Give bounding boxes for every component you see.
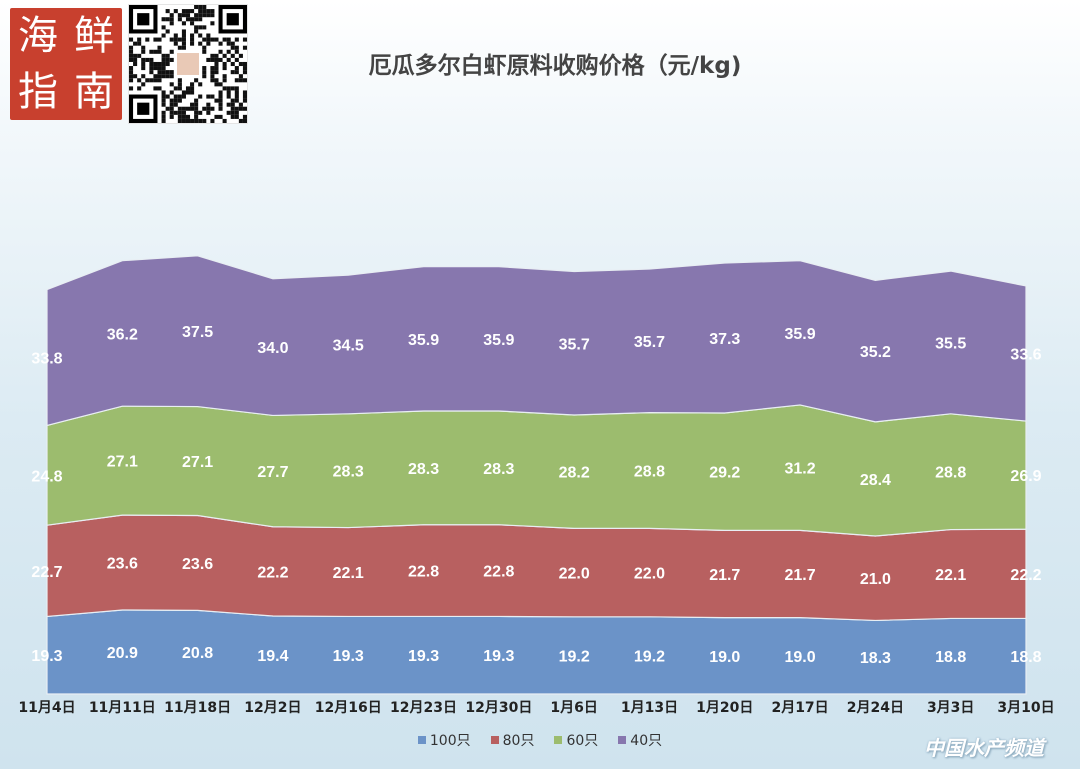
data-label: 22.1 <box>333 565 364 582</box>
x-tick-label: 3月10日 <box>997 700 1054 716</box>
x-tick-label: 12月16日 <box>315 700 382 716</box>
x-tick-label: 12月23日 <box>390 700 457 716</box>
data-label: 19.0 <box>709 649 740 666</box>
data-label: 19.2 <box>634 648 665 665</box>
brand-logo: 海 鲜 指 南 <box>10 8 122 120</box>
x-tick-label: 1月13日 <box>621 700 678 716</box>
data-label: 19.2 <box>559 648 590 665</box>
legend-item: 60只 <box>554 730 598 750</box>
data-label: 22.2 <box>1010 567 1041 584</box>
x-axis: 11月4日 11月11日 11月18日 12月2日 12月16日 12月23日 12月30日… <box>18 700 1054 716</box>
data-label: 35.2 <box>860 344 891 361</box>
data-label: 22.0 <box>634 566 665 583</box>
x-tick-label: 1月6日 <box>550 700 597 716</box>
data-label: 28.2 <box>559 465 590 482</box>
data-label: 28.4 <box>860 472 891 489</box>
data-label: 22.8 <box>408 564 439 581</box>
data-label: 35.9 <box>408 332 439 349</box>
data-label: 19.3 <box>333 648 364 665</box>
legend-swatch <box>490 736 499 744</box>
data-label: 35.7 <box>634 334 665 351</box>
data-label: 31.2 <box>785 461 816 478</box>
legend-item: 40只 <box>618 730 662 750</box>
data-label: 24.8 <box>31 468 62 485</box>
data-label: 18.8 <box>1010 649 1041 666</box>
data-label: 20.9 <box>107 645 138 662</box>
data-label: 18.3 <box>860 650 891 667</box>
data-label: 19.3 <box>408 648 439 665</box>
data-label: 22.7 <box>31 564 62 581</box>
legend-label: 40只 <box>630 733 663 749</box>
area-layer <box>46 255 1027 695</box>
x-tick-label: 12月2日 <box>244 700 301 716</box>
legend-item: 100只 <box>417 730 471 750</box>
data-label: 26.9 <box>1010 468 1041 485</box>
data-label: 35.9 <box>483 332 514 349</box>
data-label: 34.0 <box>257 340 288 357</box>
data-label: 28.8 <box>634 463 665 480</box>
logo-char: 鲜 <box>74 13 114 59</box>
data-label: 19.4 <box>257 648 288 665</box>
data-label: 19.0 <box>785 649 816 666</box>
x-tick-label: 11月4日 <box>18 700 75 716</box>
data-label: 28.3 <box>483 461 514 478</box>
data-label: 22.1 <box>935 567 966 584</box>
data-label: 27.7 <box>257 464 288 481</box>
watermark: 中国水产频道 <box>924 736 1044 760</box>
data-label: 22.0 <box>559 566 590 583</box>
logo-char: 指 <box>18 69 58 115</box>
data-label-layer: 19.3 20.9 20.8 19.4 19.3 19.3 19.3 19.2 19.2 19.0… <box>31 324 1041 667</box>
chart-title: 厄瓜多尔白虾原料收购价格（元/kg) <box>368 53 742 79</box>
data-label: 35.9 <box>785 326 816 343</box>
legend: 100只 80只 60只 40只 <box>0 730 1080 750</box>
logo-char: 海 <box>18 13 58 59</box>
x-tick-label: 11月11日 <box>89 700 156 716</box>
data-label: 37.5 <box>182 324 213 341</box>
x-tick-label: 11月18日 <box>164 700 231 716</box>
x-tick-label: 3月3日 <box>927 700 974 716</box>
data-label: 37.3 <box>709 331 740 348</box>
legend-label: 80只 <box>502 733 535 749</box>
data-label: 21.7 <box>709 567 740 584</box>
data-label: 28.3 <box>408 461 439 478</box>
data-label: 21.0 <box>860 571 891 588</box>
logo-char: 南 <box>74 69 114 115</box>
data-label: 22.8 <box>483 564 514 581</box>
x-tick-label: 12月30日 <box>465 700 532 716</box>
data-label: 21.7 <box>785 567 816 584</box>
x-tick-label: 1月20日 <box>696 700 753 716</box>
legend-item: 80只 <box>490 730 535 750</box>
legend-swatch <box>618 736 627 744</box>
data-label: 29.2 <box>709 465 740 482</box>
data-label: 23.6 <box>182 556 213 573</box>
data-label: 20.8 <box>182 645 213 662</box>
legend-swatch <box>554 736 563 744</box>
qr-code-image <box>128 4 248 124</box>
data-label: 19.3 <box>31 648 62 665</box>
data-label: 19.3 <box>483 648 514 665</box>
data-label: 35.7 <box>559 336 590 353</box>
legend-swatch <box>417 736 426 744</box>
area-series-3 <box>46 255 1027 427</box>
data-label: 18.8 <box>935 649 966 666</box>
data-label: 28.3 <box>333 464 364 481</box>
x-tick-label: 2月24日 <box>847 700 904 716</box>
data-label: 36.2 <box>107 326 138 343</box>
data-label: 34.5 <box>333 337 364 354</box>
x-tick-label: 2月17日 <box>771 700 828 716</box>
data-label: 27.1 <box>107 454 138 471</box>
data-label: 23.6 <box>107 556 138 573</box>
data-label: 28.8 <box>935 465 966 482</box>
data-label: 22.2 <box>257 564 288 581</box>
data-label: 33.8 <box>31 351 62 368</box>
data-label: 35.5 <box>935 335 966 352</box>
data-label: 33.6 <box>1010 347 1041 364</box>
legend-label: 100只 <box>429 733 471 749</box>
data-label: 27.1 <box>182 454 213 471</box>
legend-label: 60只 <box>566 733 599 749</box>
